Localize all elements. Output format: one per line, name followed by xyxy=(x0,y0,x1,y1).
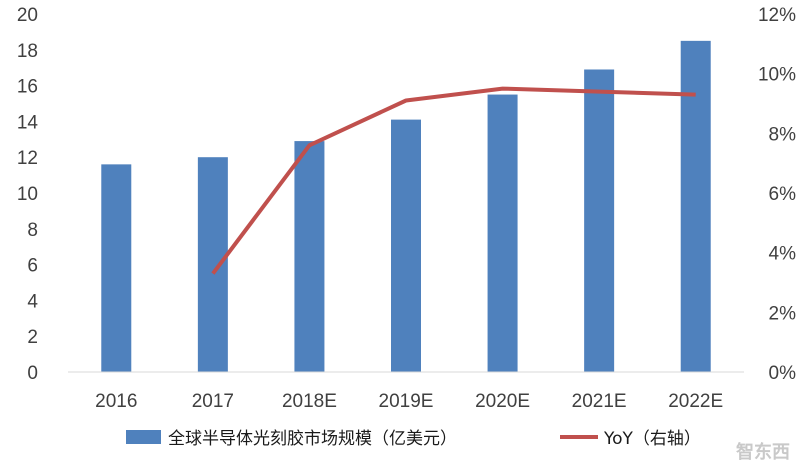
x-tick-label: 2017 xyxy=(192,391,234,412)
left-tick-label: 8 xyxy=(27,220,38,241)
legend-bar-swatch xyxy=(126,430,161,444)
bar-2022E xyxy=(680,40,711,372)
x-axis-ticks: 2016 2017 2018E 2019E 2020E 2021E 2022E xyxy=(95,391,723,412)
bar-series xyxy=(101,40,711,373)
x-tick-label: 2021E xyxy=(572,391,627,412)
right-tick-label: 2% xyxy=(769,303,797,324)
right-tick-label: 0% xyxy=(769,363,797,384)
legend-bar-label: 全球半导体光刻胶市场规模（亿美元） xyxy=(168,429,457,449)
legend-line-label: YoY（右轴） xyxy=(603,429,701,449)
left-axis-ticks: 0 2 4 6 8 10 12 14 16 18 20 xyxy=(17,5,39,384)
bar-2017 xyxy=(197,157,228,372)
left-tick-label: 18 xyxy=(17,41,38,62)
right-tick-label: 6% xyxy=(769,184,797,205)
bar-2020E xyxy=(487,94,518,373)
left-tick-label: 2 xyxy=(27,327,38,348)
x-tick-label: 2020E xyxy=(475,391,530,412)
watermark: 智东西 xyxy=(736,441,790,463)
x-tick-label: 2016 xyxy=(95,391,137,412)
bar-2021E xyxy=(584,69,615,373)
left-tick-label: 16 xyxy=(17,77,38,98)
right-tick-label: 10% xyxy=(758,65,796,86)
x-tick-label: 2022E xyxy=(668,391,723,412)
left-tick-label: 0 xyxy=(27,363,38,384)
left-tick-label: 12 xyxy=(17,148,38,169)
x-tick-label: 2018E xyxy=(282,391,337,412)
left-tick-label: 6 xyxy=(27,256,38,277)
left-tick-label: 20 xyxy=(17,5,38,26)
bar-2018E xyxy=(294,141,325,372)
bar-2016 xyxy=(101,164,132,372)
right-tick-label: 8% xyxy=(769,124,797,145)
left-tick-label: 14 xyxy=(17,112,39,133)
bar-2019E xyxy=(391,119,421,372)
right-axis-ticks: 0% 2% 4% 6% 8% 10% 12% xyxy=(758,5,796,384)
left-tick-label: 10 xyxy=(17,184,38,205)
left-tick-label: 4 xyxy=(27,291,38,312)
right-tick-label: 12% xyxy=(758,5,796,26)
yoy-line xyxy=(211,86,696,275)
x-tick-label: 2019E xyxy=(379,391,434,412)
legend: 全球半导体光刻胶市场规模（亿美元） YoY（右轴） xyxy=(126,429,701,449)
right-tick-label: 4% xyxy=(769,244,797,265)
